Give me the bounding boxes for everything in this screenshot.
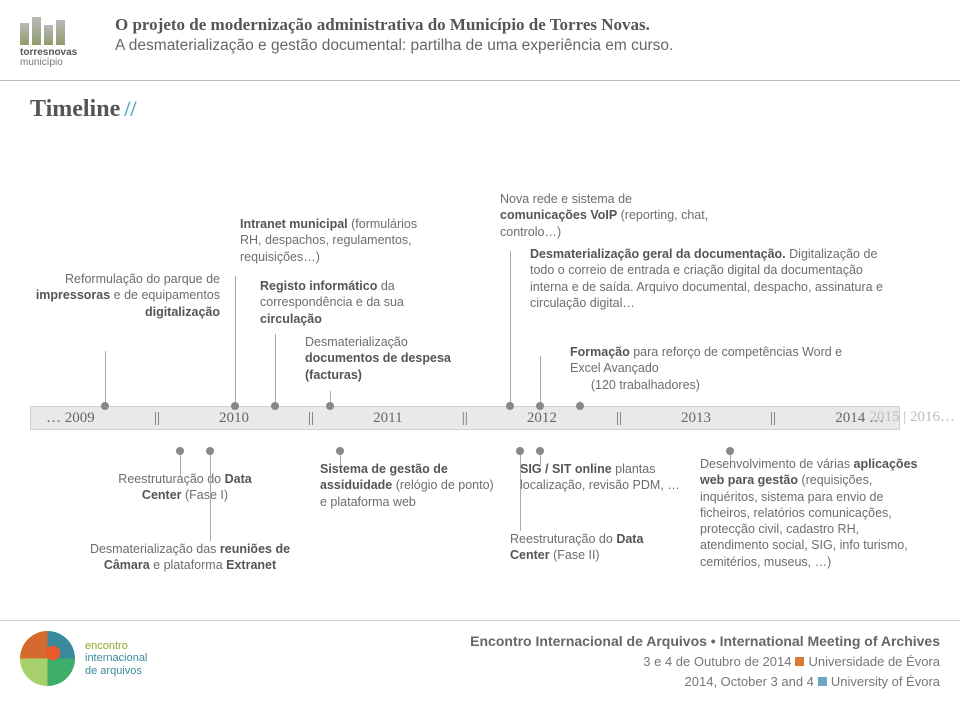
timeline-dot — [536, 447, 544, 455]
timeline-note: Reestruturação do Data Center (Fase I) — [105, 471, 265, 504]
timeline-note: Formação para reforço de competências Wo… — [570, 344, 850, 393]
timeline-dot — [576, 402, 584, 410]
page-subtitle: A desmaterialização e gestão documental:… — [115, 37, 930, 55]
connector-line — [510, 251, 511, 406]
timeline-dot — [206, 447, 214, 455]
connector-line — [210, 451, 211, 541]
page-title: O projeto de modernização administrativa… — [115, 15, 930, 35]
connector-line — [105, 351, 106, 406]
connector-line — [540, 356, 541, 406]
timeline-dot — [726, 447, 734, 455]
connector-line — [520, 451, 521, 531]
timeline-dot — [516, 447, 524, 455]
timeline-axis: … 2009||2010||2011||2012||2013||2014 … — [30, 406, 900, 430]
year-label: … 2009 — [46, 410, 95, 427]
towers-icon — [20, 15, 100, 45]
square-icon — [818, 677, 827, 686]
timeline-note: Reformulação do parque de impressoras e … — [30, 271, 220, 320]
timeline-note: Sistema de gestão de assiduidade (relógi… — [320, 461, 500, 510]
timeline-dot — [506, 402, 514, 410]
year-label: || — [308, 410, 314, 427]
year-label: || — [770, 410, 776, 427]
year-label: || — [616, 410, 622, 427]
title-block: O projeto de modernização administrativa… — [100, 15, 930, 55]
timeline-note: Intranet municipal (formulários RH, desp… — [210, 216, 430, 265]
timeline-dot — [101, 402, 109, 410]
year-label: || — [462, 410, 468, 427]
timeline-dot — [231, 402, 239, 410]
timeline-note: Registo informático da correspondência e… — [260, 278, 460, 327]
connector-line — [235, 276, 236, 406]
event-date-en: 2014, October 3 and 4University of Évora — [470, 672, 940, 692]
timeline-note: Reestruturação do Data Center (Fase II) — [510, 531, 660, 564]
section-accent: // — [124, 96, 136, 121]
event-date-pt: 3 e 4 de Outubro de 2014Universidade de … — [470, 652, 940, 672]
timeline-note: Desenvolvimento de várias aplicações web… — [700, 456, 930, 570]
timeline-dot — [536, 402, 544, 410]
timeline-dot — [271, 402, 279, 410]
timeline-note: Desmaterialização das reuniões de Câmara… — [70, 541, 310, 574]
connector-line — [275, 334, 276, 406]
swirl-icon — [20, 631, 75, 686]
year-label: || — [154, 410, 160, 427]
event-logo: encontro internacional de arquivos — [20, 631, 220, 686]
org-logo: torresnovas município — [20, 15, 100, 68]
timeline-note: SIG / SIT online plantas localização, re… — [520, 461, 690, 494]
notes-above: Reformulação do parque de impressoras e … — [30, 216, 930, 406]
main-content: Timeline // … 2009||2010||2011||2012||20… — [0, 91, 960, 123]
year-label: 2012 — [527, 410, 557, 427]
year-label: 2010 — [219, 410, 249, 427]
header: torresnovas município O projeto de moder… — [0, 0, 960, 78]
year-label: 2011 — [373, 410, 402, 427]
divider — [0, 80, 960, 81]
brand-text: torresnovas município — [20, 48, 100, 68]
timeline-note: Nova rede e sistema de comunicações VoIP… — [500, 191, 710, 240]
square-icon — [795, 657, 804, 666]
timeline-note: Desmaterialização documentos de despesa … — [305, 334, 485, 383]
timeline-dot — [336, 447, 344, 455]
timeline-dot — [326, 402, 334, 410]
timeline-dot — [176, 447, 184, 455]
footer: encontro internacional de arquivos Encon… — [0, 620, 960, 720]
future-years: 2015 | 2016… — [869, 409, 955, 426]
event-logo-text: encontro internacional de arquivos — [85, 640, 147, 676]
timeline-note: Desmaterialização geral da documentação.… — [530, 246, 890, 311]
footer-credits: Encontro Internacional de Arquivos • Int… — [470, 631, 940, 691]
year-label: 2013 — [681, 410, 711, 427]
event-title: Encontro Internacional de Arquivos • Int… — [470, 631, 940, 652]
section-title: Timeline — [30, 96, 120, 122]
